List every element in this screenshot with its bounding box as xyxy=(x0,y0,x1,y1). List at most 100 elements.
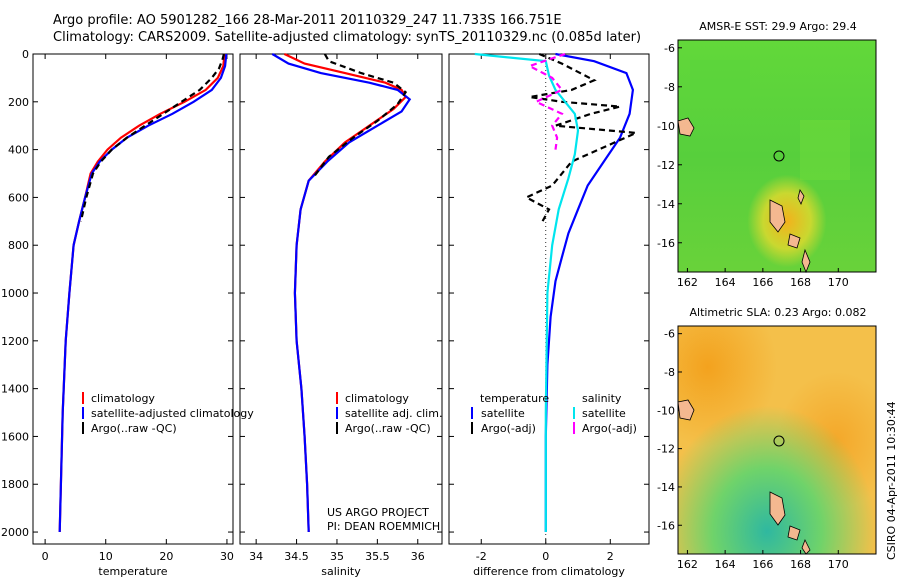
island-shape xyxy=(787,233,801,249)
map-x-tick-label: 164 xyxy=(715,276,736,289)
map-y-tick-label: -10 xyxy=(657,120,675,133)
map-y-tick-label: -14 xyxy=(657,481,675,494)
legend-label-temp-satellite: satellite xyxy=(481,407,525,420)
legend-header-salinity: salinity xyxy=(582,392,622,405)
sst-map-axes: 162 164 166 168 170 -6 -8 -10 -12 -14 -16 xyxy=(657,42,849,289)
x-axis-label: difference from climatology xyxy=(473,565,625,578)
x-tick-label: 35 xyxy=(330,550,344,563)
x-tick-label: 2 xyxy=(607,550,614,563)
x-tick-label: 10 xyxy=(99,550,113,563)
map-x-tick-label: 162 xyxy=(677,558,698,571)
island-shape xyxy=(769,491,786,526)
header-line1: Argo profile: AO 5901282_166 28-Mar-2011… xyxy=(53,13,562,28)
salinity-legend: climatology satellite adj. clim. Argo(..… xyxy=(336,392,442,435)
map-x-tick-label: 168 xyxy=(790,276,811,289)
map-x-tick-label: 166 xyxy=(752,558,773,571)
x-axis-label: salinity xyxy=(321,565,361,578)
island-shape xyxy=(787,525,801,541)
map-y-tick-label: -10 xyxy=(657,404,675,417)
map-y-tick-label: -8 xyxy=(664,81,675,94)
plot-frame xyxy=(32,53,234,545)
map-x-tick-label: 168 xyxy=(790,558,811,571)
map-y-tick-label: -6 xyxy=(664,42,675,55)
credit-line1: US ARGO PROJECT xyxy=(327,506,429,519)
map-x-tick-label: 162 xyxy=(677,276,698,289)
x-tick-label: 0 xyxy=(42,550,49,563)
plot-frame xyxy=(448,53,650,545)
x-tick-label: 35.5 xyxy=(365,550,390,563)
map-x-tick-label: 166 xyxy=(752,276,773,289)
credit-line2: PI: DEAN ROEMMICH xyxy=(327,520,440,533)
y-tick-label: 1200 xyxy=(1,335,29,348)
series-line xyxy=(311,53,408,179)
y-tick-label: 600 xyxy=(8,191,29,204)
y-tick-label: 200 xyxy=(8,96,29,109)
difference-legend: temperature salinity satellite Argo(-adj… xyxy=(471,392,637,435)
map-x-tick-label: 170 xyxy=(828,276,849,289)
y-tick-label: 2000 xyxy=(1,526,29,539)
map-y-tick-label: -14 xyxy=(657,198,675,211)
sst-map-frame xyxy=(677,39,877,273)
x-tick-label: 34 xyxy=(249,550,263,563)
sla-map-title: Altimetric SLA: 0.23 Argo: 0.082 xyxy=(689,306,866,319)
x-tick-label: 34.5 xyxy=(284,550,309,563)
difference-panel: -2 0 2 difference from climatology xyxy=(448,52,650,578)
y-tick-label: 1400 xyxy=(1,383,29,396)
y-tick-label: 1800 xyxy=(1,478,29,491)
side-stamp: CSIRO 04-Apr-2011 10:30:44 xyxy=(885,401,898,560)
sla-map-panel: Altimetric SLA: 0.23 Argo: 0.082 162 164 1… xyxy=(657,306,877,571)
series-line xyxy=(526,52,566,150)
map-y-tick-label: -16 xyxy=(657,519,675,532)
sst-map-title: AMSR-E SST: 29.9 Argo: 29.4 xyxy=(699,20,857,33)
series-line xyxy=(544,52,635,532)
map-x-tick-label: 164 xyxy=(715,558,736,571)
map-y-tick-label: -16 xyxy=(657,237,675,250)
plot-frame xyxy=(239,53,443,545)
series-line xyxy=(271,53,412,533)
map-y-tick-label: -12 xyxy=(657,159,675,172)
island-shape xyxy=(801,539,811,555)
legend-label-argo: Argo(..raw -QC) xyxy=(91,422,177,435)
x-tick-label: 20 xyxy=(159,550,173,563)
legend-label-satellite: satellite-adjusted climatology xyxy=(91,407,254,420)
map-y-tick-label: -6 xyxy=(664,328,675,341)
x-tick-label: -2 xyxy=(476,550,487,563)
series-line xyxy=(58,53,228,533)
argo-float-marker xyxy=(773,435,785,447)
legend-label-climatology: climatology xyxy=(91,392,155,405)
legend-label-sal-satellite: satellite xyxy=(582,407,626,420)
x-tick-label: 36 xyxy=(411,550,425,563)
legend-header-temperature: temperature xyxy=(480,392,549,405)
y-tick-label: 1600 xyxy=(1,430,29,443)
island-shape xyxy=(677,399,695,421)
header-line2: Climatology: CARS2009. Satellite-adjuste… xyxy=(53,30,641,45)
legend-label-temp-argo: Argo(-adj) xyxy=(481,422,536,435)
y-tick-label: 0 xyxy=(22,48,29,61)
y-tick-label: 400 xyxy=(8,144,29,157)
map-y-tick-label: -8 xyxy=(664,366,675,379)
temperature-panel: 0 10 20 30 0 200 400 600 800 1000 1200 1400 1600 1800… xyxy=(1,48,234,578)
map-y-tick-label: -12 xyxy=(657,443,675,456)
x-axis-label: temperature xyxy=(98,565,167,578)
sst-map-hotspot xyxy=(678,40,876,272)
map-x-tick-label: 170 xyxy=(828,558,849,571)
salinity-panel: 34 34.5 35 35.5 36 salinity xyxy=(239,53,443,578)
legend-label-sal-argo: Argo(-adj) xyxy=(582,422,637,435)
island-shape xyxy=(677,117,695,137)
x-tick-label: 0 xyxy=(542,550,549,563)
y-tick-label: 800 xyxy=(8,239,29,252)
island-shape xyxy=(769,199,786,233)
island-shape xyxy=(797,189,805,205)
sla-map-frame xyxy=(677,325,877,555)
argo-float-marker xyxy=(773,150,785,162)
sla-map-axes: 162 164 166 168 170 -6 -8 -10 -12 -14 -16 xyxy=(657,328,849,571)
y-tick-label: 1000 xyxy=(1,287,29,300)
sst-map-panel: AMSR-E SST: 29.9 Argo: 29.4 162 164 166 168… xyxy=(657,20,877,289)
x-tick-label: 30 xyxy=(220,550,234,563)
legend-label-climatology: climatology xyxy=(345,392,409,405)
island-shape xyxy=(801,248,811,274)
temperature-legend: climatology satellite-adjusted climatolo… xyxy=(82,392,254,435)
legend-label-argo: Argo(..raw -QC) xyxy=(345,422,431,435)
legend-label-satellite: satellite adj. clim. xyxy=(345,407,442,420)
